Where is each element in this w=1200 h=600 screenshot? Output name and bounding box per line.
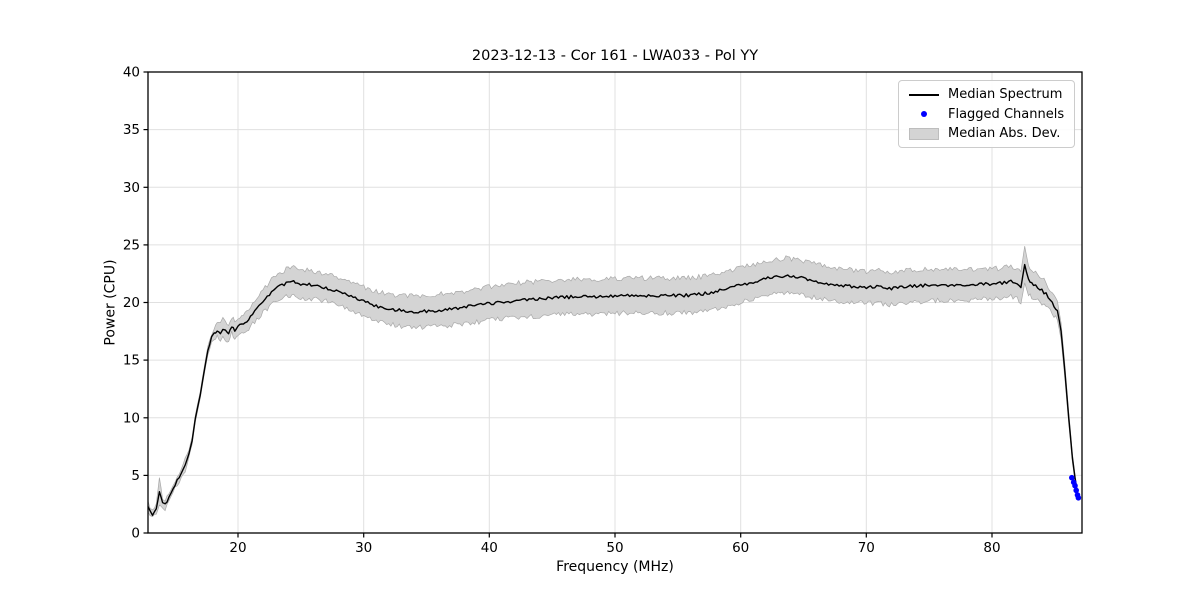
flagged-channels-points — [1069, 474, 1082, 501]
axis-ticks — [143, 71, 993, 538]
legend-label: Flagged Channels — [948, 106, 1065, 122]
svg-text:30: 30 — [355, 540, 372, 556]
svg-text:25: 25 — [123, 237, 140, 253]
median-line-sample-icon — [907, 93, 941, 96]
svg-text:40: 40 — [123, 65, 140, 81]
legend: Median Spectrum Flagged Channels Median … — [898, 80, 1075, 148]
mad-patch-sample-icon — [907, 127, 941, 140]
y-axis-label: Power (CPU) — [102, 259, 119, 346]
legend-item-flagged-channels: Flagged Channels — [907, 105, 1066, 123]
legend-item-mad-band: Median Abs. Dev. — [907, 125, 1066, 143]
svg-text:60: 60 — [732, 540, 749, 556]
median-spectrum-line — [147, 263, 1079, 516]
svg-text:70: 70 — [858, 540, 875, 556]
svg-text:35: 35 — [123, 122, 140, 138]
flagged-dot-sample-icon — [907, 111, 941, 117]
svg-text:80: 80 — [983, 540, 1000, 556]
chart-title: 2023-12-13 - Cor 161 - LWA033 - Pol YY — [471, 48, 759, 64]
legend-label: Median Abs. Dev. — [948, 126, 1061, 141]
svg-text:0: 0 — [131, 526, 140, 542]
svg-text:50: 50 — [606, 540, 623, 556]
x-axis-label: Frequency (MHz) — [556, 559, 674, 575]
svg-text:40: 40 — [481, 540, 498, 556]
svg-text:10: 10 — [123, 410, 140, 426]
legend-item-median-spectrum: Median Spectrum — [907, 86, 1066, 104]
axis-tick-labels: 20 30 40 50 60 70 80 0 5 10 15 20 25 30 35 40 — [123, 65, 1001, 557]
svg-text:20: 20 — [123, 295, 140, 311]
svg-text:30: 30 — [123, 180, 140, 196]
svg-text:15: 15 — [123, 353, 140, 369]
svg-text:20: 20 — [229, 540, 246, 556]
legend-label: Median Spectrum — [948, 87, 1063, 102]
mad-band — [147, 246, 1079, 518]
svg-text:5: 5 — [131, 468, 140, 484]
